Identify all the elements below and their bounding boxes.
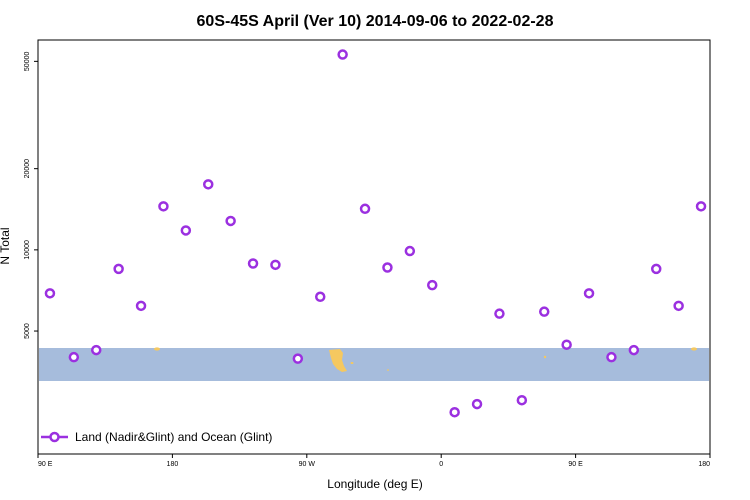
data-point bbox=[113, 263, 124, 275]
data-point bbox=[471, 398, 483, 410]
y-tick-label: 50000 bbox=[24, 52, 31, 72]
y-axis: 5000 10000 20000 50000 bbox=[24, 52, 38, 339]
data-point bbox=[270, 259, 281, 271]
x-tick-label: 90 E bbox=[568, 461, 583, 468]
x-axis-label: Longitude (deg E) bbox=[327, 477, 422, 491]
x-axis: 90 E 180 90 W 0 90 E 180 bbox=[37, 454, 711, 468]
data-point bbox=[538, 306, 550, 317]
latitude-band bbox=[39, 348, 709, 381]
y-tick-label: 20000 bbox=[24, 159, 31, 179]
data-point bbox=[695, 201, 707, 212]
plot-frame bbox=[37, 39, 711, 455]
data-points bbox=[44, 49, 707, 418]
land-islands bbox=[691, 347, 697, 351]
data-point bbox=[606, 351, 617, 363]
data-point bbox=[247, 258, 259, 269]
data-point bbox=[359, 203, 371, 215]
data-point bbox=[404, 245, 416, 257]
data-point bbox=[314, 291, 326, 303]
x-tick-label: 0 bbox=[439, 461, 443, 468]
data-point bbox=[382, 262, 393, 273]
x-tick-label: 180 bbox=[167, 461, 179, 468]
data-point bbox=[516, 394, 528, 406]
land-islands bbox=[543, 355, 547, 359]
legend-label: Land (Nadir&Glint) and Ocean (Glint) bbox=[75, 430, 272, 444]
data-point bbox=[628, 344, 640, 356]
x-tick-label: 90 E bbox=[38, 461, 53, 468]
land-islands bbox=[350, 362, 354, 364]
latitude-band-rect bbox=[39, 348, 709, 381]
data-point bbox=[158, 201, 169, 212]
y-tick-label: 5000 bbox=[24, 323, 31, 339]
data-point bbox=[583, 288, 595, 299]
land-islands bbox=[387, 369, 389, 371]
data-point bbox=[292, 353, 304, 364]
land-south-america bbox=[329, 349, 347, 372]
y-axis-label: N Total bbox=[0, 227, 12, 264]
data-point bbox=[494, 308, 505, 319]
data-point bbox=[673, 300, 684, 312]
y-tick-label: 10000 bbox=[24, 240, 31, 260]
data-point bbox=[90, 344, 102, 356]
land-islands bbox=[154, 347, 160, 351]
data-point bbox=[561, 339, 572, 350]
chart-title: 60S-45S April (Ver 10) 2014-09-06 to 202… bbox=[197, 13, 554, 30]
data-point bbox=[426, 279, 438, 291]
data-point bbox=[225, 215, 236, 227]
data-point bbox=[135, 300, 147, 312]
land-shapes bbox=[154, 347, 697, 372]
data-point bbox=[650, 263, 662, 275]
legend-marker bbox=[49, 431, 60, 443]
data-point bbox=[337, 49, 348, 60]
legend: Land (Nadir&Glint) and Ocean (Glint) bbox=[41, 430, 272, 444]
data-point bbox=[449, 406, 460, 418]
data-point bbox=[68, 351, 80, 363]
data-point bbox=[202, 179, 214, 190]
x-tick-label: 90 W bbox=[299, 461, 316, 468]
data-point bbox=[44, 288, 56, 299]
x-tick-label: 180 bbox=[698, 461, 710, 468]
data-point bbox=[180, 225, 192, 236]
